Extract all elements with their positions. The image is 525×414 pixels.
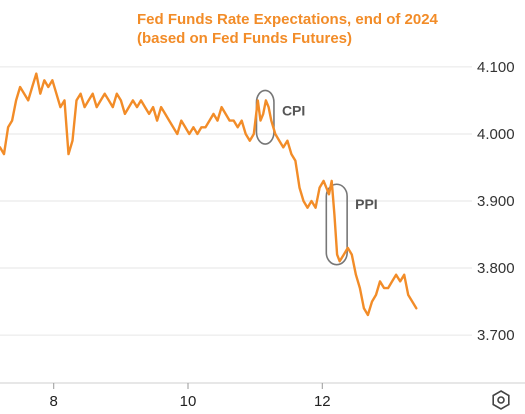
- gear-icon[interactable]: [492, 390, 510, 410]
- x-tick-label: 12: [314, 393, 331, 410]
- annotation-layer: CPI PPI: [255, 89, 378, 266]
- y-tick-label: 3.900: [477, 193, 515, 210]
- annotation-label: CPI: [282, 102, 305, 118]
- annotation-box: [325, 183, 348, 266]
- y-tick-label: 3.800: [477, 260, 515, 277]
- series-layer: [0, 72, 418, 317]
- annotation-label: PPI: [355, 196, 378, 212]
- chart-title-line-1: Fed Funds Rate Expectations, end of 2024: [137, 11, 439, 28]
- y-tick-label: 4.000: [477, 126, 515, 143]
- x-axis-ticks: 8 10 12: [50, 383, 331, 410]
- x-tick-label: 8: [50, 393, 58, 410]
- y-axis-ticks: 3.700 3.800 3.900 4.000 4.100: [477, 59, 515, 344]
- grid-lines: [0, 66, 525, 384]
- y-tick-label: 3.700: [477, 327, 515, 344]
- y-tick-label: 4.100: [477, 59, 515, 76]
- x-tick-label: 10: [180, 393, 197, 410]
- series-line: [0, 72, 418, 317]
- chart-title-line-2: (based on Fed Funds Futures): [137, 30, 352, 47]
